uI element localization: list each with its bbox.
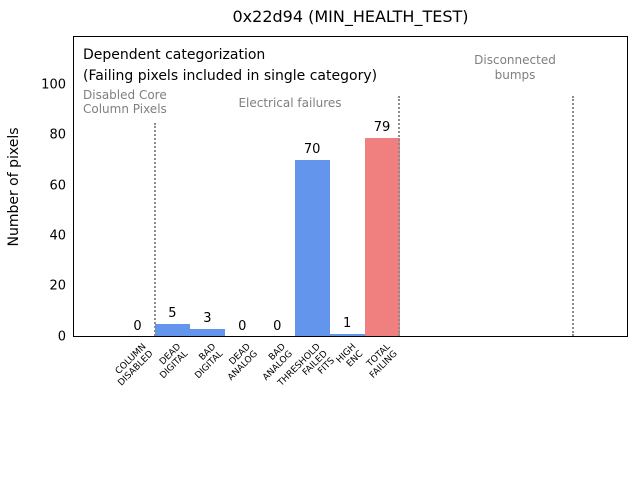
- annotation-failing-note: (Failing pixels included in single categ…: [83, 68, 378, 84]
- x-tick-mark: [347, 337, 348, 341]
- x-tick-label: TOTAL FAILING: [365, 342, 401, 381]
- bar-value-label: 70: [303, 142, 321, 158]
- x-tick-mark: [312, 337, 313, 341]
- bar-value-label: 3: [203, 310, 212, 326]
- chart-title: 0x22d94 (MIN_HEALTH_TEST): [232, 7, 469, 26]
- x-tick-mark: [382, 337, 383, 341]
- annotation-disconnected-bumps: Disconnected bumps: [474, 53, 556, 82]
- bar-value-label: 5: [168, 305, 177, 321]
- y-tick-label: 20: [49, 278, 66, 294]
- y-tick-mark: [69, 286, 73, 287]
- annotation-electrical-failures: Electrical failures: [238, 96, 342, 110]
- category-separator-line: [572, 96, 574, 336]
- y-tick-mark: [69, 135, 73, 136]
- bar-value-label: 1: [342, 315, 352, 331]
- bar-value-label: 0: [273, 318, 282, 334]
- category-separator-line: [154, 123, 156, 336]
- y-tick-label: 0: [57, 329, 66, 344]
- x-tick-label: BAD DIGITAL: [193, 342, 226, 382]
- annotation-disabled-core-column-pixels: Disabled Core Column Pixels: [83, 88, 167, 116]
- y-tick-mark: [69, 185, 73, 186]
- y-tick-label: 80: [49, 127, 66, 143]
- bar-value-label: 0: [133, 318, 142, 334]
- bar: [154, 323, 190, 337]
- y-tick-mark: [69, 85, 73, 86]
- x-tick-mark: [242, 337, 243, 341]
- category-separator-line: [398, 96, 400, 336]
- x-tick-mark: [277, 337, 278, 341]
- x-tick-label: DEAD ANALOG: [226, 342, 261, 383]
- y-tick-mark: [69, 336, 73, 337]
- plot-area: [73, 36, 628, 337]
- annotation-dependent-categorization: Dependent categorization: [83, 47, 266, 63]
- x-tick-label: HIGH ENC: [334, 342, 366, 370]
- x-tick-mark: [137, 337, 138, 341]
- x-tick-label: DEAD DIGITAL: [158, 342, 191, 382]
- bar: [329, 333, 365, 337]
- x-tick-mark: [207, 337, 208, 341]
- x-tick-mark: [172, 337, 173, 341]
- y-tick-mark: [69, 235, 73, 236]
- x-tick-label: COLUMN DISABLED: [113, 342, 156, 389]
- bar-value-label: 79: [373, 119, 391, 135]
- bar: [189, 328, 225, 337]
- bar: [294, 160, 330, 337]
- bar-value-label: 0: [238, 318, 247, 334]
- y-tick-label: 100: [41, 77, 66, 93]
- y-tick-label: 60: [49, 178, 66, 194]
- bar: [364, 137, 400, 337]
- y-tick-label: 40: [49, 228, 66, 244]
